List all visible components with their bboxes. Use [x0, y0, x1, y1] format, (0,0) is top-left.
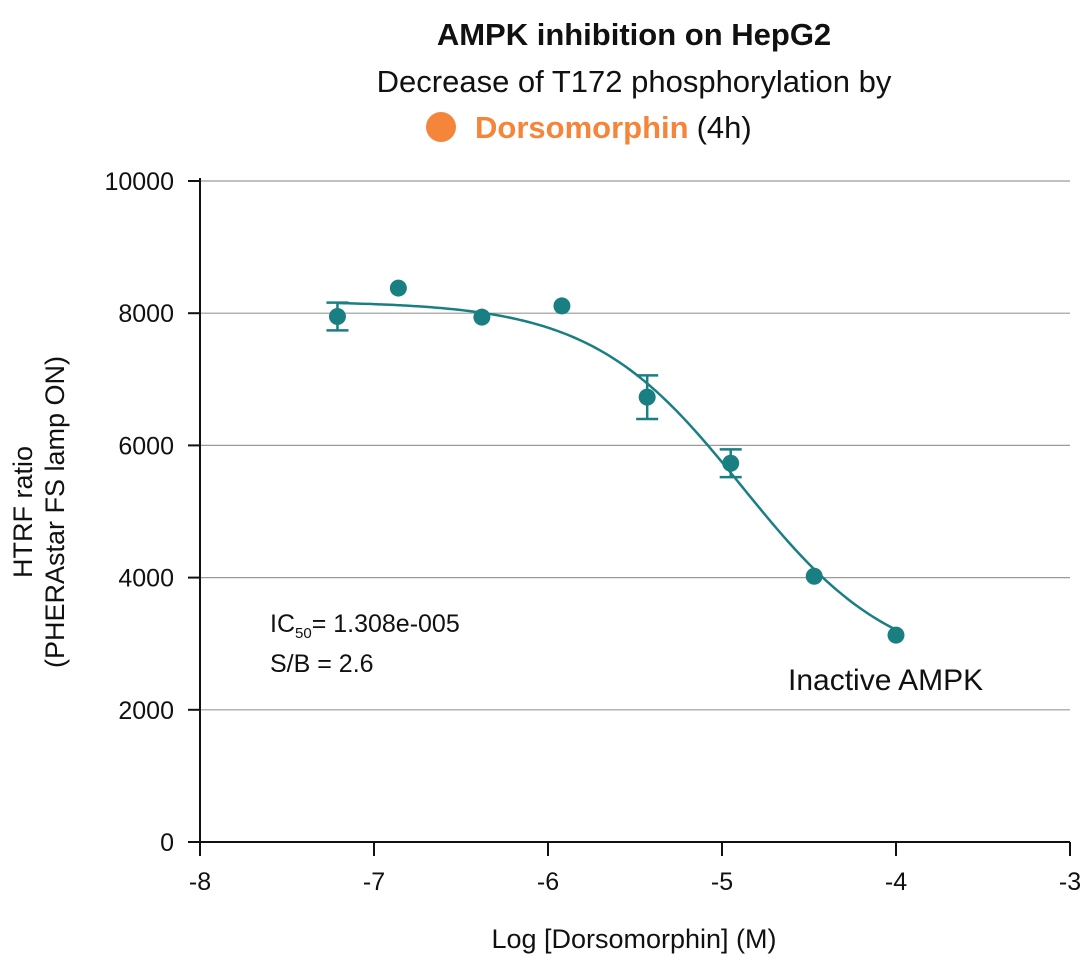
x-tick-label: -6	[537, 868, 559, 896]
x-tick-label: -4	[885, 868, 907, 896]
y-axis-label-line1: HTRF ratio	[8, 446, 38, 578]
axes	[188, 178, 1071, 856]
x-tick-label: -8	[189, 868, 211, 896]
chart-subtitle: Decrease of T172 phosphorylation by	[377, 64, 892, 99]
x-tick-labels: -8 -7 -6 -5 -4 -3	[189, 868, 1080, 896]
legend-compound-label: Dorsomorphin	[475, 110, 689, 145]
x-tick-label: -7	[363, 868, 385, 896]
ic50-prefix: IC	[270, 610, 295, 638]
x-tick-label: -3	[1059, 868, 1080, 896]
legend-duration-label: (4h)	[697, 110, 752, 145]
y-tick-label: 4000	[118, 565, 174, 593]
chart-title: AMPK inhibition on HepG2	[437, 17, 831, 52]
y-tick-labels: 0 2000 4000 6000 8000 10000	[104, 168, 174, 857]
fit-curve	[337, 301, 897, 631]
y-tick-label: 6000	[118, 432, 174, 460]
ic50-value: = 1.308e-005	[312, 610, 460, 638]
y-tick-label: 0	[160, 829, 174, 857]
y-tick-label: 10000	[104, 168, 174, 196]
sb-annotation: S/B = 2.6	[270, 650, 374, 678]
ic50-annotation: IC50= 1.308e-005	[270, 610, 460, 642]
data-point	[722, 454, 740, 472]
data-point	[553, 297, 571, 315]
legend-marker-icon	[426, 112, 456, 142]
ic50-subscript: 50	[295, 625, 312, 642]
chart-subtitle-compound-line: Dorsomorphin (4h)	[475, 110, 752, 145]
data-point	[887, 626, 905, 644]
y-tick-label: 2000	[118, 697, 174, 725]
data-point	[473, 308, 491, 326]
x-axis-label: Log [Dorsomorphin] (M)	[491, 924, 776, 954]
x-tick-label: -5	[711, 868, 733, 896]
y-tick-label: 8000	[118, 300, 174, 328]
data-points	[328, 279, 905, 644]
data-point	[328, 308, 346, 326]
error-bars	[326, 301, 742, 479]
data-point	[389, 279, 407, 297]
y-axis-label-line2: (PHERAstar FS lamp ON)	[40, 356, 70, 668]
data-point	[638, 388, 656, 406]
state-label: Inactive AMPK	[788, 664, 983, 697]
data-point	[805, 567, 823, 585]
